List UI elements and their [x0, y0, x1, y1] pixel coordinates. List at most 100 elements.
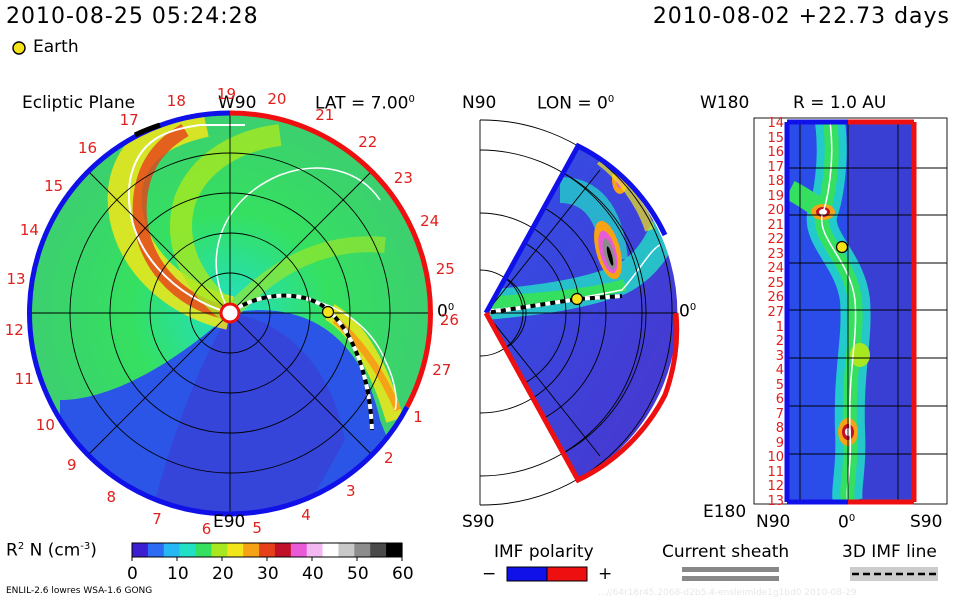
carrington-label: 2	[384, 448, 394, 467]
colorbar-tick-label: 60	[392, 564, 414, 584]
meridional-right-label: 00	[679, 301, 697, 322]
radial-tick-label: 18	[767, 174, 784, 190]
carrington-label: 18	[166, 92, 186, 111]
carrington-label: 25	[435, 260, 455, 279]
radial-tick-label: 26	[767, 290, 784, 306]
carrington-label: 23	[393, 168, 413, 187]
radial-tick-label: 23	[767, 246, 784, 262]
carrington-label: 20	[267, 89, 287, 108]
colorbar-tick-label: 30	[257, 564, 279, 584]
carrington-label: 4	[301, 506, 311, 525]
colorbar-segment	[354, 543, 371, 557]
meridional-panel	[479, 119, 680, 506]
colorbar-segment	[227, 543, 244, 557]
datetime: 2010-08-25 05:24:28	[6, 4, 259, 29]
radial-distance-label: R = 1.0 AU	[793, 93, 887, 113]
radial-tick-label: 21	[767, 217, 784, 233]
radial-tick-label: 11	[767, 464, 784, 480]
carrington-label: 8	[106, 487, 117, 506]
carrington-label: 16	[78, 139, 98, 158]
colorbar-segment	[259, 543, 276, 557]
current-sheath-swatch-2	[682, 576, 779, 581]
rim-positive	[229, 110, 433, 409]
ecliptic-top-label: W90	[218, 93, 257, 113]
colorbar-segment	[306, 543, 324, 557]
colorbar-tick-label: 10	[167, 564, 189, 584]
radial-tick-label: 4	[775, 363, 784, 379]
radial-panel	[753, 117, 948, 505]
earth-legend-icon	[12, 41, 26, 55]
colorbar-tick-label: 20	[212, 564, 234, 584]
radial-tick-label: 16	[767, 145, 784, 161]
radial-top-label: W180	[700, 93, 750, 113]
polarity-minus-label: −	[482, 564, 497, 584]
radial-bottom-label: E180	[703, 502, 747, 522]
carrington-label: 7	[152, 509, 162, 528]
carrington-label: 12	[4, 320, 24, 339]
colorbar-segment	[163, 543, 181, 557]
carrington-label: 17	[119, 110, 139, 129]
colorbar-segment	[179, 543, 197, 557]
radial-tick-label: 10	[767, 450, 784, 466]
radial-tick-label: 13	[767, 494, 784, 509]
carrington-label: 19	[216, 85, 237, 104]
polarity-positive-swatch	[546, 566, 588, 582]
imf-line-label: 3D IMF line	[842, 542, 937, 562]
carrington-label: 13	[6, 270, 26, 289]
lat-label: LAT = 7.000	[315, 93, 415, 114]
imf-line-swatch	[850, 567, 938, 581]
radial-tick-label: 15	[767, 130, 784, 146]
carrington-label: 14	[19, 221, 39, 240]
colorbar-tick-label: 50	[347, 564, 369, 584]
imf-polarity-label: IMF polarity	[494, 542, 594, 562]
colorbar-segment	[132, 543, 149, 557]
radial-tick-label: 17	[767, 159, 784, 175]
carrington-label: 3	[345, 482, 356, 501]
colorbar-segment	[338, 543, 355, 557]
ecliptic-right-label: 00	[437, 301, 455, 322]
radial-tick-label: 19	[767, 188, 784, 204]
lon-label: LON = 00	[537, 93, 615, 114]
carrington-label: 9	[66, 456, 77, 475]
carrington-label: 26	[439, 310, 459, 329]
current-sheath-label: Current sheath	[662, 542, 790, 562]
polarity-negative-swatch	[506, 566, 548, 582]
ecliptic-bottom-label: E90	[213, 512, 246, 532]
radial-x-mid: 00	[838, 512, 856, 533]
carrington-label: 15	[44, 176, 64, 195]
carrington-label: 24	[420, 212, 440, 231]
radial-tick-label: 7	[775, 406, 784, 422]
colorbar-segment	[211, 543, 228, 557]
radial-tick-label: 2	[775, 334, 784, 350]
radial-tick-label: 27	[767, 305, 784, 320]
colorbar-tick-label: 40	[302, 564, 324, 584]
carrington-label: 1	[413, 407, 423, 426]
radial-tick-label: 25	[767, 275, 784, 291]
radial-tick-label: 1	[775, 319, 784, 335]
colorbar-segment	[274, 543, 292, 557]
colorbar-segment	[290, 543, 308, 557]
radial-x-left: N90	[756, 512, 791, 532]
radial-tick-label: 3	[775, 348, 784, 364]
ecliptic-panel	[27, 110, 433, 517]
earth-marker-ecliptic	[321, 305, 335, 319]
radial-tick-label: 5	[775, 377, 784, 393]
colorbar-segment	[370, 543, 387, 557]
watermark: ...//64r16r45.2068-d2b5.4-ensleimlde1g1b…	[598, 588, 857, 598]
radial-tick-label: 20	[767, 203, 784, 219]
colorbar-segment	[195, 543, 213, 557]
colorbar-segment	[322, 543, 340, 557]
carrington-label: 22	[358, 132, 378, 151]
carrington-label: 5	[252, 518, 262, 537]
radial-tick-label: 14	[767, 116, 784, 131]
earth-marker-radial	[835, 240, 849, 254]
radial-tick-label: 6	[775, 392, 784, 408]
model-footer: ENLIL-2.6 lowres WSA-1.6 GONG	[6, 586, 153, 596]
colorbar-segment	[386, 543, 403, 557]
carrington-label: 10	[35, 416, 55, 435]
rim-negative	[27, 110, 410, 517]
colorbar-label: R2 N (cm-3)	[6, 540, 97, 561]
radial-tick-label: 22	[767, 232, 784, 248]
radial-tick-label: 12	[767, 479, 784, 495]
